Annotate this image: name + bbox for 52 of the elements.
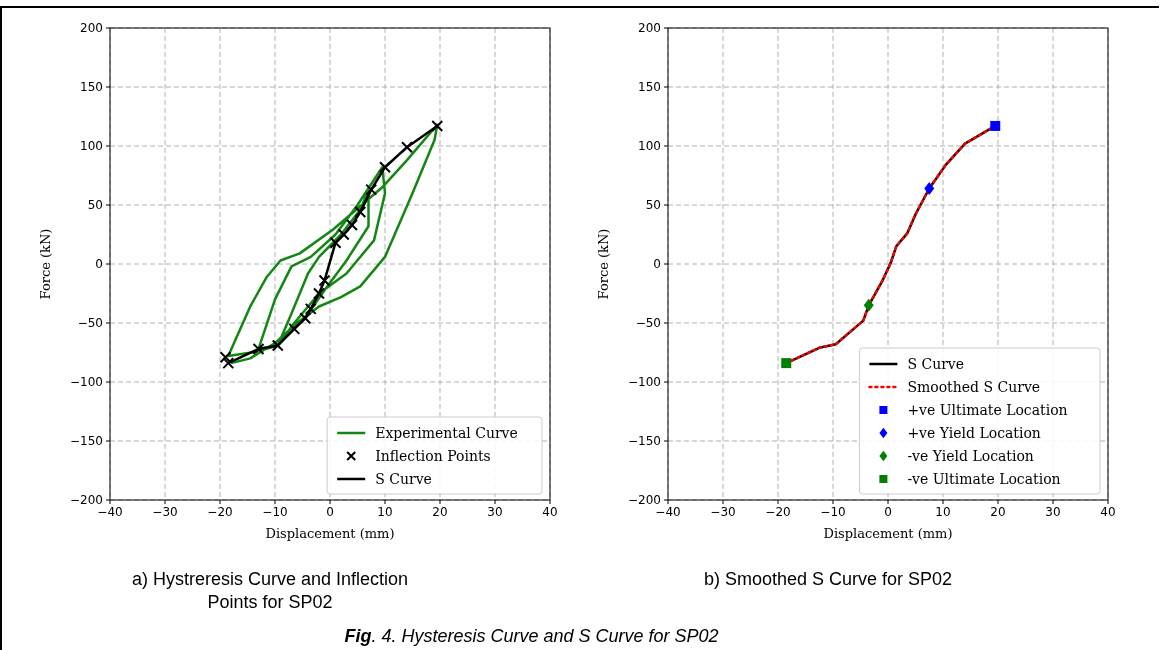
y-tick-label: 150: [80, 80, 103, 94]
x-tick-label: −10: [820, 505, 846, 519]
y-axis-title: Force (kN): [38, 228, 53, 300]
x-tick-label: −40: [655, 505, 681, 519]
x-tick-label: −20: [765, 505, 791, 519]
x-tick-label: 30: [1045, 505, 1061, 519]
y-tick-label: −150: [628, 434, 661, 448]
y-tick-label: −200: [628, 493, 661, 507]
text: b) Smoothed S Curve for SP02: [703, 569, 953, 589]
x-axis-title: Displacement (mm): [823, 526, 953, 541]
y-tick-label: 50: [645, 198, 661, 212]
y-tick-label: −100: [628, 375, 661, 389]
legend-label: +ve Ultimate Location: [907, 402, 1068, 418]
legend-label: S Curve: [907, 356, 965, 372]
legend-label: -ve Yield Location: [907, 448, 1034, 464]
x-tick-label: −10: [262, 505, 288, 519]
y-tick-label: 100: [638, 139, 661, 153]
y-tick-label: 0: [653, 257, 661, 271]
y-tick-label: −100: [70, 375, 103, 389]
text: a) Hystreresis Curve and Inflection Points for SP02: [131, 569, 409, 612]
x-tick-label: 30: [487, 505, 503, 519]
y-tick-label: −50: [635, 316, 661, 330]
x-tick-label: 10: [377, 505, 393, 519]
x-tick-label: 40: [542, 505, 558, 519]
legend-label: Experimental Curve: [375, 425, 518, 441]
x-tick-label: 10: [935, 505, 951, 519]
x-tick-label: −30: [152, 505, 178, 519]
caption: Fig. 4. Hysteresis Curve and S Curve for SP02: [344, 626, 719, 646]
legend-label: S Curve: [375, 471, 432, 487]
y-axis-title: Force (kN): [596, 228, 611, 300]
legend-label: +ve Yield Location: [907, 425, 1041, 441]
x-tick-label: −20: [207, 505, 233, 519]
y-tick-label: −50: [77, 316, 103, 330]
x-tick-label: 0: [326, 505, 334, 519]
x-tick-label: 0: [884, 505, 892, 519]
y-tick-label: −200: [70, 493, 103, 507]
x-axis-title: Displacement (mm): [265, 526, 395, 541]
y-tick-label: −150: [70, 434, 103, 448]
y-tick-label: 150: [638, 80, 661, 94]
y-tick-label: 200: [80, 21, 103, 35]
x-tick-label: −40: [97, 505, 123, 519]
y-tick-label: 0: [95, 257, 103, 271]
legend-label: -ve Ultimate Location: [907, 471, 1061, 487]
legend-label: Inflection Points: [375, 448, 491, 464]
x-tick-label: 20: [990, 505, 1006, 519]
x-tick-label: 20: [432, 505, 448, 519]
y-tick-label: 50: [87, 198, 103, 212]
x-tick-label: −30: [710, 505, 736, 519]
y-tick-label: 100: [80, 139, 103, 153]
x-tick-label: 40: [1100, 505, 1116, 519]
legend-label: Smoothed S Curve: [907, 379, 1041, 395]
y-tick-label: 200: [638, 21, 661, 35]
